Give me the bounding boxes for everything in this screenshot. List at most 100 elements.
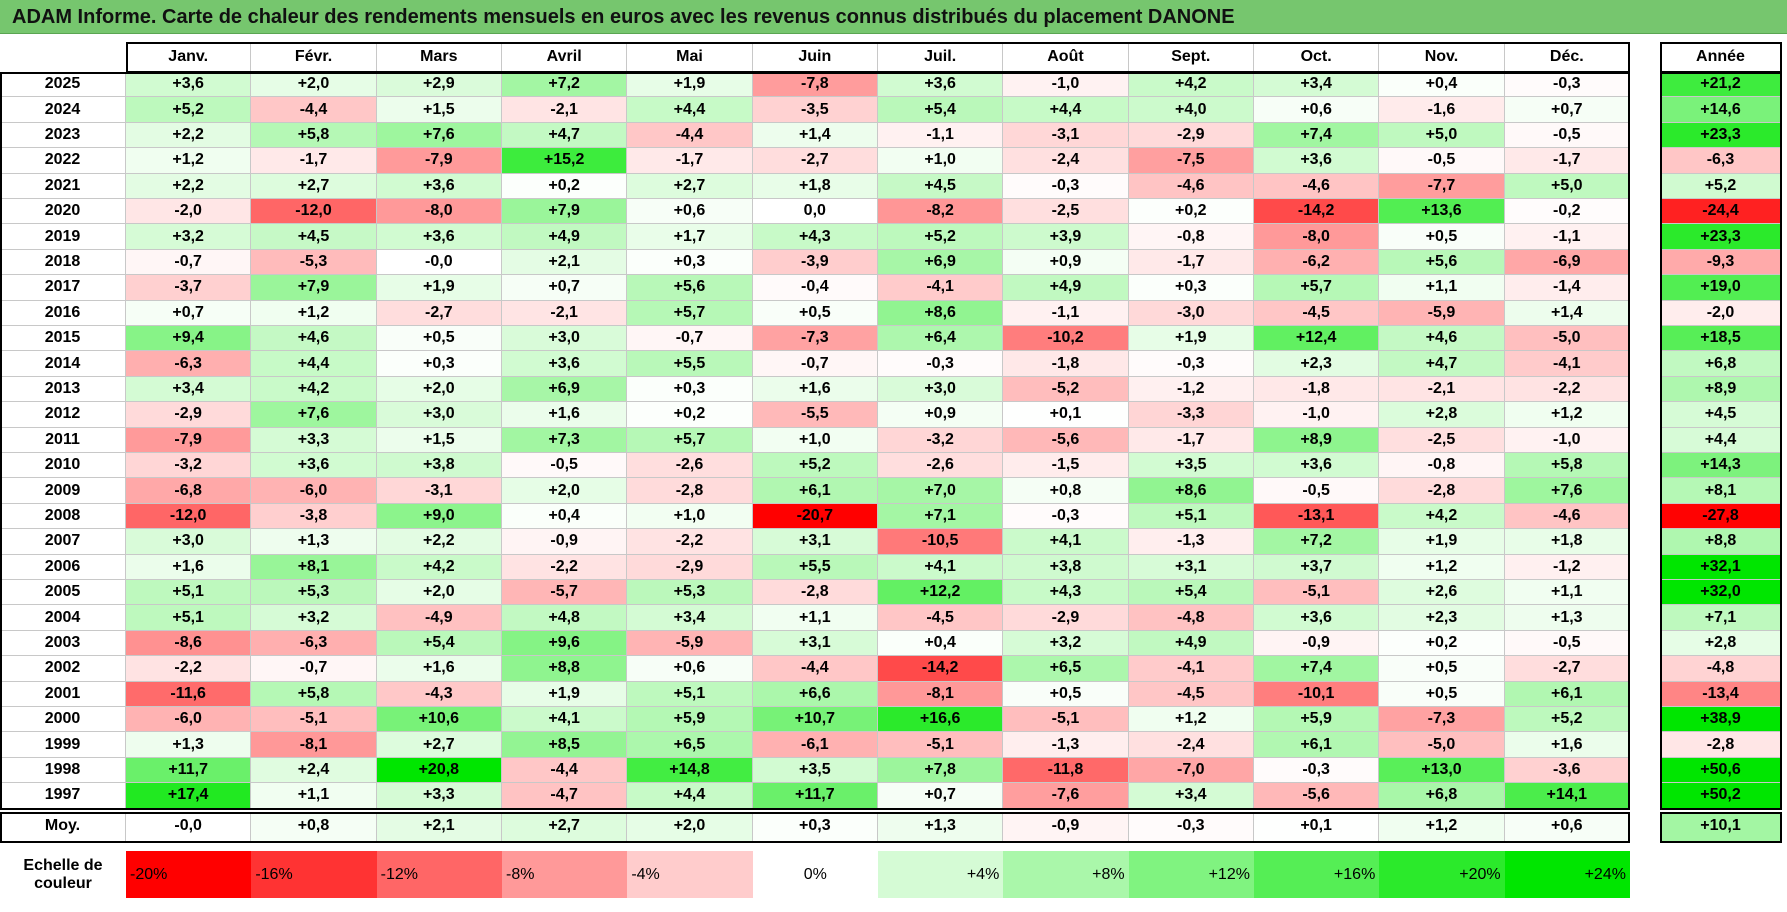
scale-swatch: +24%: [1504, 851, 1630, 898]
heatmap-cell: +5,7: [1253, 275, 1380, 301]
heatmap-cell: +3,3: [376, 783, 502, 809]
heatmap-cell: +1,5: [376, 427, 502, 453]
heatmap-cell: +3,8: [1003, 554, 1129, 580]
heatmap-cell: +3,6: [1253, 605, 1380, 631]
heatmap-cell: +3,1: [752, 529, 878, 555]
heatmap-cell: +1,9: [501, 681, 628, 707]
heatmap-cell: -4,4: [501, 757, 628, 784]
scale-swatch: +4%: [877, 851, 1004, 898]
scale-swatch: -8%: [501, 851, 628, 898]
heatmap-cell: +3,0: [501, 326, 628, 352]
heatmap-cell: +4,5: [251, 224, 377, 250]
heatmap-cell: +20,8: [376, 757, 502, 784]
heatmap-cell: +5,7: [627, 300, 753, 326]
heatmap-cell: -1,1: [877, 122, 1004, 149]
heatmap-cell: +5,0: [1504, 173, 1630, 199]
heatmap-cell: +2,7: [251, 173, 377, 199]
annual-cell: -2,0: [1660, 300, 1782, 326]
heatmap-cell: -5,5: [752, 402, 878, 428]
heatmap-cell: +1,9: [1128, 326, 1254, 352]
heatmap-cell: +1,6: [126, 554, 252, 580]
heatmap-cell: +3,6: [1253, 148, 1380, 174]
heatmap-cell: +0,1: [1003, 402, 1129, 428]
heatmap-cell: -4,4: [627, 122, 753, 149]
heatmap-cell: +3,4: [1253, 72, 1380, 98]
heatmap-cell: -3,0: [1128, 300, 1254, 326]
heatmap-cell: -7,7: [1379, 173, 1505, 199]
heatmap-cell: +0,3: [627, 249, 753, 276]
annual-cell: +7,1: [1660, 605, 1782, 631]
heatmap-cell: -7,9: [126, 427, 252, 453]
heatmap-cell: +5,8: [1504, 453, 1630, 479]
month-header: Mars: [376, 42, 502, 72]
heatmap-cell: -4,4: [251, 97, 377, 123]
heatmap-cell: +4,2: [1379, 503, 1505, 530]
heatmap-cell: +0,3: [1128, 275, 1254, 301]
scale-label-line1: Echelle de: [23, 856, 103, 874]
heatmap-cell: +0,9: [1003, 249, 1129, 276]
heatmap-cell: +0,5: [376, 326, 502, 352]
heatmap-cell: +11,7: [126, 757, 252, 784]
heatmap-cell: +3,0: [877, 376, 1004, 403]
heatmap-cell: -5,7: [501, 580, 628, 606]
heatmap-cell: -6,1: [752, 732, 878, 758]
heatmap-cell: -2,2: [1504, 376, 1630, 403]
heatmap-cell: +2,7: [376, 732, 502, 758]
heatmap-cell: -1,7: [1128, 249, 1254, 276]
heatmap-cell: -2,5: [1379, 427, 1505, 453]
heatmap-cell: +1,1: [251, 783, 377, 809]
annual-cell: -6,3: [1660, 148, 1782, 174]
year-label: 2000: [0, 707, 126, 733]
scale-swatch: +8%: [1003, 851, 1129, 898]
heatmap-cell: +2,3: [1253, 351, 1380, 377]
heatmap-cell: +0,4: [501, 503, 628, 530]
heatmap-cell: +5,2: [877, 224, 1004, 250]
heatmap-cell: +3,4: [1128, 783, 1254, 809]
heatmap-cell: -0,3: [1253, 757, 1380, 784]
heatmap-cell: -4,6: [1128, 173, 1254, 199]
heatmap-cell: +5,2: [1504, 707, 1630, 733]
heatmap-cell: -4,3: [376, 681, 502, 707]
heatmap-cell: +4,6: [251, 326, 377, 352]
annual-cell: +4,5: [1660, 402, 1782, 428]
average-cell: +0,6: [1504, 811, 1630, 842]
scale-label-line2: couleur: [34, 874, 92, 892]
heatmap-cell: -1,2: [1504, 554, 1630, 580]
heatmap-cell: -7,9: [376, 148, 502, 174]
heatmap-cell: +3,5: [1128, 453, 1254, 479]
heatmap-cell: -0,5: [1253, 478, 1380, 504]
month-header: Août: [1003, 42, 1129, 72]
heatmap-cell: +4,0: [1128, 97, 1254, 123]
heatmap-cell: +0,7: [1504, 97, 1630, 123]
heatmap-cell: +4,8: [501, 605, 628, 631]
heatmap-cell: -0,9: [1253, 630, 1380, 657]
heatmap-cell: +5,5: [627, 351, 753, 377]
heatmap-cell: +1,8: [1504, 529, 1630, 555]
heatmap-cell: +5,8: [251, 122, 377, 149]
year-label: 2016: [0, 300, 126, 326]
heatmap-cell: -8,2: [877, 199, 1004, 225]
heatmap-cell: -5,6: [1003, 427, 1129, 453]
month-header: Janv.: [126, 42, 252, 72]
average-cell: +2,0: [627, 811, 753, 842]
heatmap-cell: -1,1: [1504, 224, 1630, 250]
heatmap-cell: +7,9: [501, 199, 628, 225]
heatmap-cell: +6,9: [501, 376, 628, 403]
heatmap-cell: -4,1: [1504, 351, 1630, 377]
heatmap-cell: +7,6: [1504, 478, 1630, 504]
year-label: 2003: [0, 630, 126, 657]
scale-swatch: -4%: [627, 851, 753, 898]
heatmap-cell: -3,7: [126, 275, 252, 301]
heatmap-cell: -3,2: [877, 427, 1004, 453]
year-total-header: Année: [1660, 42, 1782, 72]
heatmap-cell: -0,8: [1379, 453, 1505, 479]
heatmap-cell: +0,5: [752, 300, 878, 326]
heatmap-cell: +1,3: [251, 529, 377, 555]
heatmap-cell: +2,7: [627, 173, 753, 199]
heatmap-cell: +9,6: [501, 630, 628, 657]
heatmap-cell: +4,6: [1379, 326, 1505, 352]
heatmap-cell: +1,8: [752, 173, 878, 199]
heatmap-cell: +8,5: [501, 732, 628, 758]
year-label: 2025: [0, 72, 126, 98]
heatmap-cell: +7,9: [251, 275, 377, 301]
